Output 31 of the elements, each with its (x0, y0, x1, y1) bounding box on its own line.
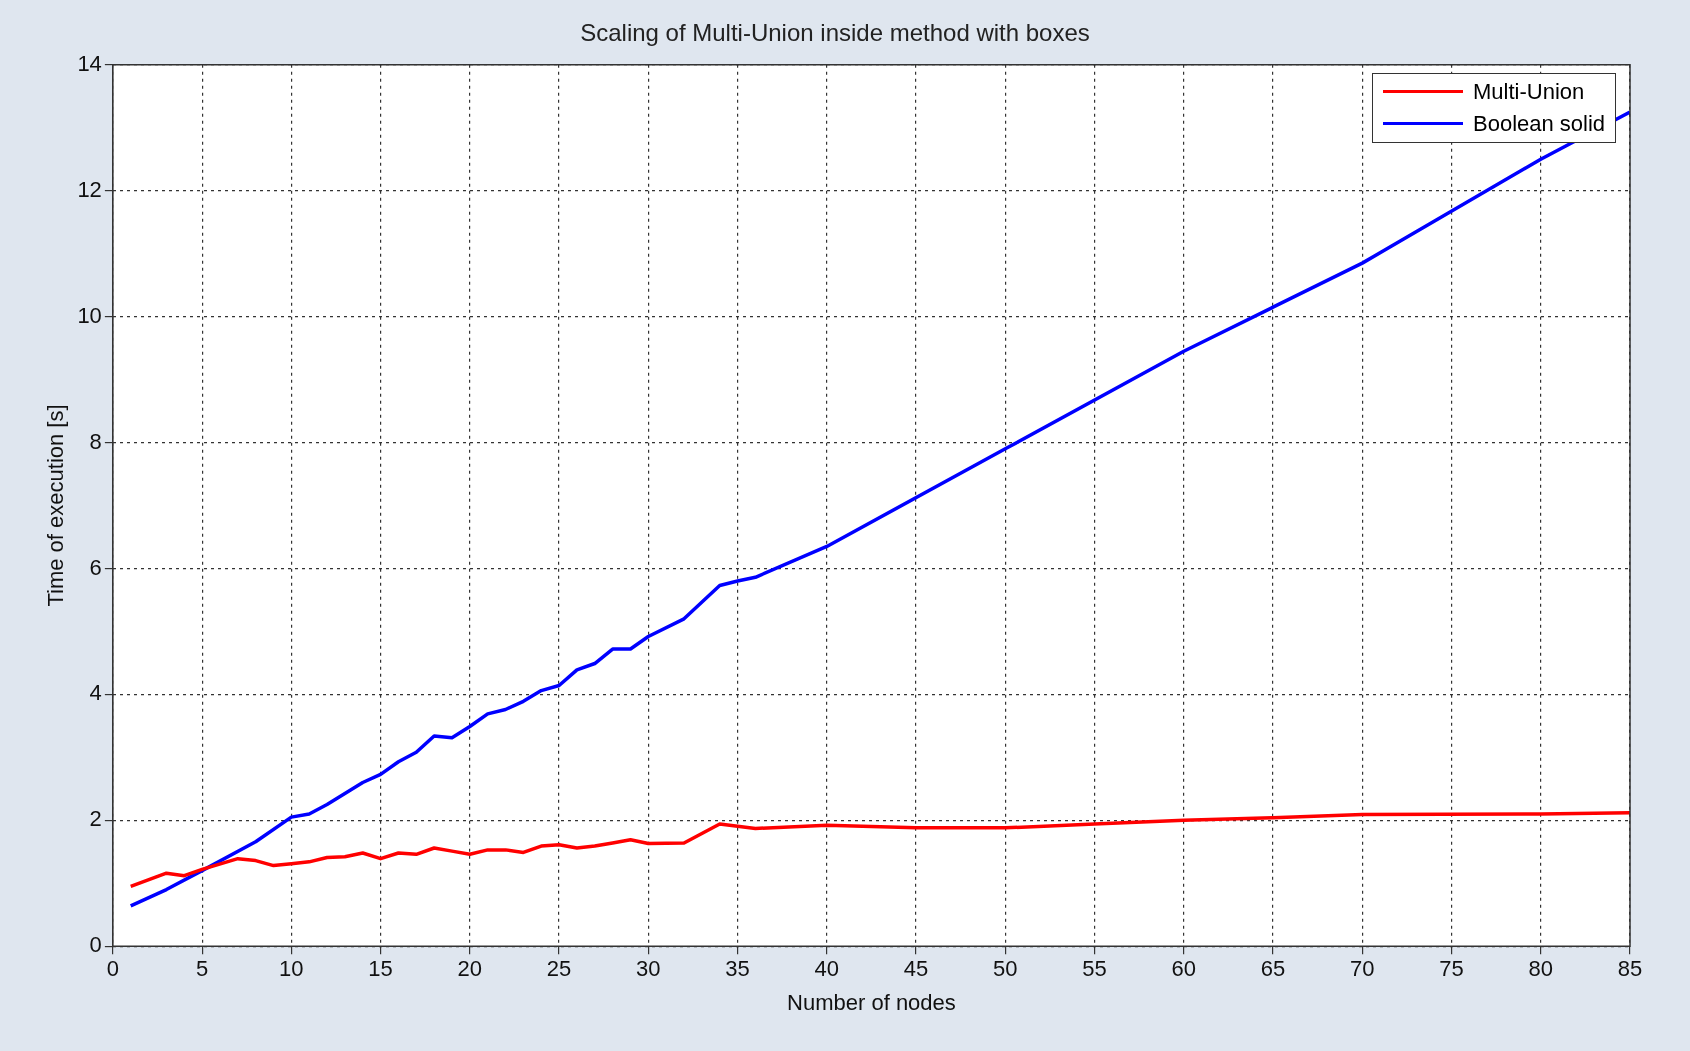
x-tick-label: 80 (1528, 956, 1553, 982)
x-tick-label: 15 (368, 956, 393, 982)
x-tick-label: 35 (725, 956, 750, 982)
y-tick-label: 12 (77, 176, 102, 202)
x-tick-label: 5 (195, 956, 209, 982)
x-tick-label: 55 (1082, 956, 1107, 982)
y-tick-label: 8 (89, 428, 102, 454)
y-tick-label: 2 (89, 806, 102, 832)
chart-title: Scaling of Multi-Union inside method with boxes (580, 19, 1090, 47)
x-tick-label: 30 (636, 956, 661, 982)
y-tick-label: 10 (77, 302, 102, 328)
x-tick-label: 75 (1439, 956, 1464, 982)
x-tick-label: 60 (1171, 956, 1197, 982)
y-tick-label: 4 (89, 680, 102, 706)
x-tick-label: 20 (457, 956, 483, 982)
x-tick-label: 65 (1260, 956, 1286, 982)
x-tick-label: 25 (546, 956, 572, 982)
y-tick-label: 0 (89, 932, 102, 958)
x-tick-label: 70 (1350, 956, 1375, 982)
x-tick-label: 10 (279, 956, 304, 982)
legend-label: Multi-Union (1473, 77, 1585, 106)
x-tick-label: 40 (814, 956, 840, 982)
x-axis-title: Number of nodes (787, 989, 956, 1015)
y-tick-label: 14 (77, 50, 102, 76)
x-tick-label: 45 (903, 956, 929, 982)
legend-label: Boolean solid (1473, 109, 1606, 138)
x-tick-label: 85 (1617, 956, 1643, 982)
x-tick-label: 0 (106, 956, 119, 982)
x-tick-label: 50 (993, 956, 1018, 982)
y-tick-label: 6 (89, 554, 102, 580)
y-axis-title: Time of execution [s] (43, 404, 69, 607)
